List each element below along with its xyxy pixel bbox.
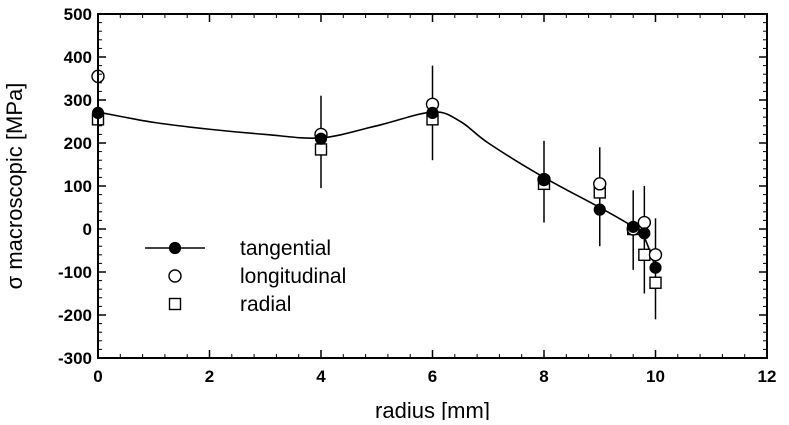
y-tick-label: 0 bbox=[83, 220, 92, 239]
legend-label-radial: radial bbox=[240, 293, 291, 316]
tangential-point bbox=[649, 261, 662, 274]
tangential-point bbox=[638, 227, 651, 240]
y-tick-label: -100 bbox=[58, 263, 92, 282]
longitudinal-point bbox=[637, 215, 652, 230]
y-tick-label: 200 bbox=[64, 134, 92, 153]
longitudinal-point bbox=[593, 177, 607, 191]
tangential-point bbox=[593, 203, 606, 216]
legend-marker-radial bbox=[168, 297, 182, 311]
tick-labels: 0 2 4 6 8 10 12 -300 -200 -100 0 100 200 300 400 500 bbox=[58, 5, 776, 386]
x-tick-label: 8 bbox=[539, 367, 548, 386]
tangential-point bbox=[537, 173, 551, 186]
legend: tangential longitudinal radial bbox=[145, 237, 346, 316]
x-tick-label: 12 bbox=[758, 367, 777, 386]
y-tick-label: -200 bbox=[58, 306, 92, 325]
legend-marker-tangential bbox=[168, 241, 182, 255]
y-axis-title: σ macroscopic [MPa] bbox=[2, 83, 27, 290]
x-axis-title: radius [mm] bbox=[375, 398, 490, 420]
tangential-point bbox=[314, 132, 328, 145]
longitudinal-point bbox=[648, 248, 663, 262]
x-tick-label: 0 bbox=[93, 367, 102, 386]
fit-line bbox=[97, 111, 657, 268]
y-tick-label: 300 bbox=[64, 91, 92, 110]
x-tick-label: 10 bbox=[646, 367, 665, 386]
x-tick-label: 4 bbox=[316, 367, 326, 386]
legend-label-longitudinal: longitudinal bbox=[240, 265, 346, 288]
axis-ticks bbox=[97, 13, 768, 359]
fit-line-group bbox=[97, 111, 657, 268]
y-tick-label: 400 bbox=[64, 48, 92, 67]
radial-point bbox=[649, 276, 662, 289]
x-tick-label: 6 bbox=[428, 367, 437, 386]
x-tick-label: 2 bbox=[205, 367, 214, 386]
y-tick-label: 100 bbox=[64, 177, 92, 196]
legend-label-tangential: tangential bbox=[240, 237, 331, 260]
radial-point bbox=[314, 143, 328, 156]
y-tick-label: -300 bbox=[58, 349, 92, 368]
data-points bbox=[91, 69, 663, 289]
tangential-point bbox=[627, 220, 640, 233]
legend-marker-longitudinal bbox=[168, 269, 182, 283]
y-tick-label: 500 bbox=[64, 5, 92, 24]
tangential-point bbox=[426, 106, 439, 120]
radial-point bbox=[638, 248, 651, 262]
